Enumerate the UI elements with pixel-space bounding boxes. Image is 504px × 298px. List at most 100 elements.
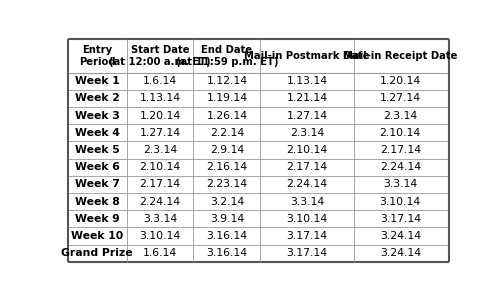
Text: 3.17.14: 3.17.14	[380, 214, 421, 224]
Text: Week 8: Week 8	[75, 197, 119, 207]
Bar	[354, 107, 447, 124]
Bar	[68, 142, 127, 159]
Text: 2.16.14: 2.16.14	[206, 162, 247, 172]
Bar	[194, 176, 260, 193]
Text: Week 2: Week 2	[75, 94, 119, 103]
Text: Week 10: Week 10	[71, 231, 123, 241]
Bar	[127, 210, 194, 227]
Text: 2.10.14: 2.10.14	[286, 145, 328, 155]
Bar	[194, 142, 260, 159]
Text: 3.3.14: 3.3.14	[383, 179, 417, 190]
Bar	[194, 90, 260, 107]
Bar	[68, 39, 127, 73]
Text: 3.24.14: 3.24.14	[380, 248, 421, 258]
Text: 2.3.14: 2.3.14	[290, 128, 324, 138]
Text: 3.17.14: 3.17.14	[286, 248, 328, 258]
Bar	[260, 227, 354, 245]
Text: 1.12.14: 1.12.14	[206, 76, 247, 86]
Text: 1.6.14: 1.6.14	[143, 76, 177, 86]
Text: Week 3: Week 3	[75, 111, 119, 121]
Bar	[194, 210, 260, 227]
Text: 2.24.14: 2.24.14	[286, 179, 328, 190]
Bar	[194, 193, 260, 210]
Bar	[127, 107, 194, 124]
Bar	[127, 159, 194, 176]
Text: Mail-in Postmark Date: Mail-in Postmark Date	[244, 51, 369, 61]
Text: End Date
(at 11:59 p.m. ET): End Date (at 11:59 p.m. ET)	[175, 45, 278, 67]
Bar	[127, 142, 194, 159]
Text: 3.3.14: 3.3.14	[290, 197, 324, 207]
Text: 2.17.14: 2.17.14	[380, 145, 421, 155]
Bar	[354, 73, 447, 90]
Text: Week 5: Week 5	[75, 145, 119, 155]
Bar	[68, 159, 127, 176]
Text: 1.6.14: 1.6.14	[143, 248, 177, 258]
Bar	[127, 193, 194, 210]
Bar	[194, 73, 260, 90]
Text: 2.9.14: 2.9.14	[210, 145, 244, 155]
Text: 2.10.14: 2.10.14	[140, 162, 181, 172]
Text: Week 6: Week 6	[75, 162, 119, 172]
Text: 2.23.14: 2.23.14	[206, 179, 247, 190]
Bar	[354, 176, 447, 193]
Text: 1.19.14: 1.19.14	[206, 94, 247, 103]
Bar	[194, 227, 260, 245]
Bar	[260, 245, 354, 262]
Text: 2.3.14: 2.3.14	[143, 145, 177, 155]
Bar	[68, 107, 127, 124]
Text: 3.24.14: 3.24.14	[380, 231, 421, 241]
Text: Mail-in Receipt Date: Mail-in Receipt Date	[343, 51, 458, 61]
Text: Week 7: Week 7	[75, 179, 119, 190]
Text: 3.10.14: 3.10.14	[286, 214, 328, 224]
Bar	[68, 124, 127, 142]
Bar	[354, 142, 447, 159]
Bar	[260, 142, 354, 159]
Bar	[194, 245, 260, 262]
Text: 3.17.14: 3.17.14	[286, 231, 328, 241]
Bar	[260, 90, 354, 107]
Text: 3.3.14: 3.3.14	[143, 214, 177, 224]
Bar	[68, 176, 127, 193]
Bar	[354, 124, 447, 142]
Text: 1.27.14: 1.27.14	[140, 128, 181, 138]
Bar	[260, 73, 354, 90]
Bar	[68, 227, 127, 245]
Bar	[68, 193, 127, 210]
Text: Entry
Period: Entry Period	[79, 45, 115, 67]
Text: Week 9: Week 9	[75, 214, 119, 224]
Bar	[354, 39, 447, 73]
Bar	[127, 176, 194, 193]
Text: 2.24.14: 2.24.14	[140, 197, 181, 207]
Text: 2.24.14: 2.24.14	[380, 162, 421, 172]
Text: 1.27.14: 1.27.14	[380, 94, 421, 103]
Bar	[260, 159, 354, 176]
Text: 1.20.14: 1.20.14	[380, 76, 421, 86]
Text: Week 1: Week 1	[75, 76, 119, 86]
Text: 1.20.14: 1.20.14	[140, 111, 181, 121]
Bar	[354, 159, 447, 176]
Bar	[354, 193, 447, 210]
Bar	[68, 73, 127, 90]
Bar	[127, 227, 194, 245]
Text: 3.10.14: 3.10.14	[380, 197, 421, 207]
Text: 3.16.14: 3.16.14	[206, 248, 247, 258]
Bar	[260, 193, 354, 210]
Bar	[354, 227, 447, 245]
Bar	[68, 245, 127, 262]
Bar	[127, 73, 194, 90]
Bar	[260, 176, 354, 193]
Bar	[68, 210, 127, 227]
Bar	[194, 159, 260, 176]
Text: 2.3.14: 2.3.14	[383, 111, 417, 121]
Text: 3.2.14: 3.2.14	[210, 197, 244, 207]
Text: 1.26.14: 1.26.14	[206, 111, 247, 121]
Text: 2.10.14: 2.10.14	[380, 128, 421, 138]
Bar	[127, 245, 194, 262]
Text: 2.17.14: 2.17.14	[286, 162, 328, 172]
Bar	[260, 107, 354, 124]
Bar	[260, 210, 354, 227]
Bar	[194, 39, 260, 73]
Bar	[354, 210, 447, 227]
Text: 3.9.14: 3.9.14	[210, 214, 244, 224]
Bar	[260, 39, 354, 73]
